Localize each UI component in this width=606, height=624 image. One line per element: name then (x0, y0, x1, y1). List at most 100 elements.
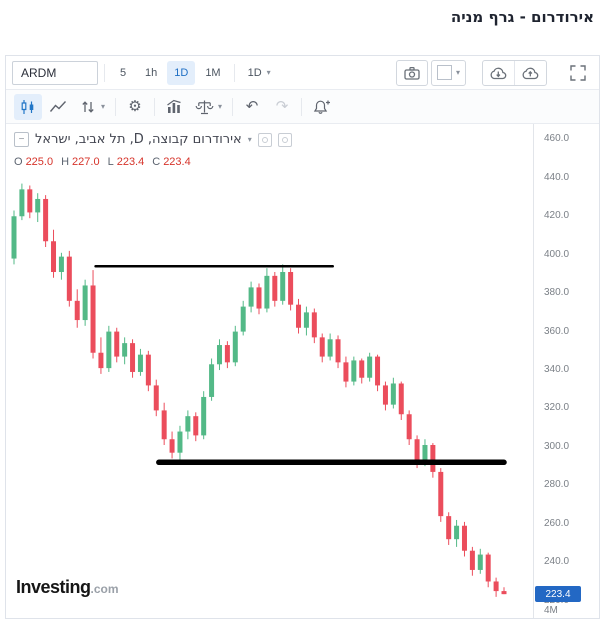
candlestick-style-button[interactable] (14, 93, 42, 120)
candle-body (359, 360, 365, 378)
candle-body (66, 256, 72, 301)
price-tick: 240.0 (544, 556, 570, 568)
chevron-down-icon: ▾ (266, 67, 271, 77)
candle-body (153, 385, 159, 411)
interval-button-1d[interactable]: 1D (167, 60, 196, 85)
legend-collapse-icon[interactable]: − (14, 132, 29, 147)
price-tick: 460.0 (544, 133, 570, 145)
interval-dropdown[interactable]: 1D ▾ (241, 61, 278, 85)
candlestick-icon (19, 98, 34, 116)
scales-icon (195, 98, 214, 116)
layout-buttons (482, 59, 547, 86)
add-alert-button[interactable] (307, 94, 337, 120)
chevron-down-icon[interactable]: ▾ (247, 134, 252, 144)
price-tick: 320.0 (544, 402, 570, 414)
candle-body (296, 304, 302, 328)
high-label: H (61, 156, 70, 168)
chart-legend: − אירודרום קבוצה, D, תל אביב, ישראל ▾ (14, 132, 292, 147)
candle-body (382, 385, 388, 405)
candle-body (406, 414, 412, 440)
candle-body (272, 275, 278, 301)
chart-widget: ARDM 5 1h 1D 1M 1D ▾ ▾ (5, 55, 600, 619)
compare-button[interactable]: ▾ (74, 94, 110, 120)
chevron-down-icon: ▾ (101, 101, 106, 111)
candle-body (367, 356, 373, 378)
divider (115, 97, 117, 116)
candle-body (177, 431, 183, 453)
candle-body (145, 354, 151, 386)
candle-body (438, 471, 444, 517)
investing-logo: Investing .com (16, 577, 119, 598)
line-style-button[interactable] (44, 94, 72, 120)
candle-body (311, 312, 317, 338)
undo-button[interactable]: ↶ (238, 94, 266, 120)
open-value: 225.0 (25, 156, 54, 168)
high-value: 227.0 (72, 156, 100, 168)
redo-button[interactable]: ↷ (268, 94, 296, 120)
top-toolbar: ARDM 5 1h 1D 1M 1D ▾ ▾ (6, 56, 599, 90)
candle-body (493, 581, 499, 592)
candlestick-chart[interactable] (6, 124, 533, 618)
indicators-icon (165, 98, 183, 113)
snapshot-button[interactable] (395, 59, 428, 86)
candle-body (240, 306, 246, 332)
redo-icon: ↷ (275, 97, 289, 115)
style-square-icon (436, 65, 452, 80)
undo-icon: ↶ (245, 97, 259, 115)
chart-style-button[interactable]: ▾ (430, 59, 466, 86)
candle-body (216, 345, 222, 365)
candle-body (414, 439, 420, 463)
price-tick: 300.0 (544, 440, 570, 452)
price-tick: 280.0 (544, 479, 570, 491)
indicators-button[interactable] (160, 94, 188, 120)
price-tick: 360.0 (544, 325, 570, 337)
candle-body (398, 383, 404, 415)
close-label: C (152, 156, 161, 168)
close-value: 223.4 (163, 156, 191, 168)
fundamentals-button[interactable]: ▾ (190, 94, 227, 120)
candle-body (201, 396, 207, 436)
candle-body (51, 241, 57, 273)
candle-body (454, 525, 460, 540)
logo-text: Investing (16, 577, 91, 597)
price-tick: 420.0 (544, 210, 570, 222)
legend-title: אירודרום קבוצה, D, תל אביב, ישראל (35, 132, 242, 147)
price-axis[interactable]: 460.0 440.0 420.0 400.0 380.0 360.0 340.0 320.0… (533, 124, 599, 618)
candle-body (137, 354, 143, 372)
divider (233, 63, 235, 82)
candle-body (248, 287, 254, 307)
candle-body (106, 331, 112, 369)
candle-body (327, 339, 333, 357)
candle-body (114, 331, 120, 357)
last-price-badge: 223.4 (535, 586, 581, 603)
candle-body (461, 525, 467, 551)
compare-arrows-icon (79, 98, 97, 116)
save-layout-button[interactable] (515, 61, 546, 85)
candle-body (264, 275, 270, 309)
candle-body (343, 362, 349, 382)
interval-button-5m[interactable]: 5 (111, 61, 135, 85)
divider (154, 97, 156, 116)
fullscreen-button[interactable] (563, 60, 593, 86)
candle-body (209, 364, 215, 397)
settings-button[interactable]: ⚙ (121, 94, 149, 120)
candle-body (280, 272, 286, 301)
symbol-input[interactable]: ARDM (12, 60, 98, 85)
series-settings-icon[interactable] (277, 132, 292, 147)
candle-body (161, 410, 167, 440)
candle-body (288, 272, 294, 305)
candle-body (82, 285, 88, 321)
candle-body (469, 550, 475, 570)
candle-body (90, 285, 96, 353)
drawing-toolbar: ▾ ⚙ ▾ ↶ ↷ (6, 90, 599, 124)
interval-button-1h[interactable]: 1h (138, 61, 164, 85)
alert-bell-icon (312, 98, 332, 116)
eye-icon[interactable] (257, 132, 272, 147)
candle-body (422, 445, 428, 463)
interval-button-1m[interactable]: 1M (198, 61, 227, 85)
candle-body (477, 554, 483, 570)
price-tick: 400.0 (544, 248, 570, 260)
chevron-down-icon: ▾ (218, 101, 223, 111)
load-layout-button[interactable] (483, 60, 515, 85)
candle-body (303, 312, 309, 328)
